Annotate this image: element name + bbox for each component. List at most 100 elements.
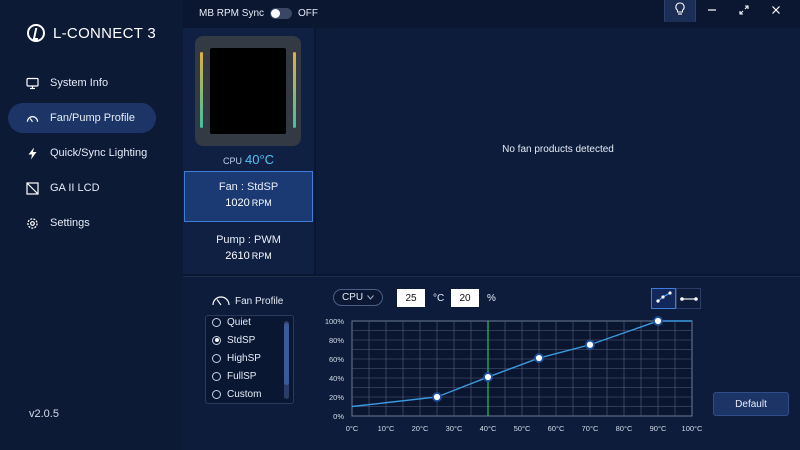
x-tick-label: 20°C (412, 424, 429, 433)
lcd-icon (26, 181, 39, 195)
x-tick-label: 90°C (650, 424, 667, 433)
lightbulb-button[interactable] (664, 0, 696, 22)
fan-rpm-unit: RPM (251, 198, 272, 208)
sidebar-nav: System Info Fan/Pump Profile Quick/Sync … (0, 68, 183, 243)
pump-rpm-value: 2610 (225, 250, 250, 262)
curve-point[interactable] (585, 339, 595, 350)
radio-icon (212, 371, 221, 381)
fan-rpm-value: 1020 (225, 197, 250, 209)
device-panel: CPU 40°C Fan : StdSP 1020 RPM Pump : PWM 2… (183, 28, 314, 274)
curve-point[interactable] (534, 353, 544, 363)
sidebar-item-fan-pump-profile[interactable]: Fan/Pump Profile (8, 103, 156, 133)
profile-item-stdsp[interactable]: StdSP (206, 331, 293, 349)
sidebar-item-label: Fan/Pump Profile (50, 112, 135, 124)
curve-point[interactable] (432, 392, 442, 402)
radio-icon (212, 389, 221, 399)
lightning-icon (26, 147, 39, 160)
temp-source-select[interactable]: CPU (333, 289, 383, 306)
curve-mode-toggle (651, 288, 701, 309)
close-button[interactable] (760, 0, 792, 22)
brand-name: L-CONNECT 3 (53, 24, 157, 42)
pump-card[interactable]: Pump : PWM 2610 RPM (184, 230, 313, 272)
mb-rpm-sync-label: MB RPM Sync (199, 8, 265, 19)
profile-item-label: Custom (227, 388, 262, 400)
percent-input[interactable]: 20 (451, 289, 479, 307)
radio-icon (212, 317, 221, 327)
minimize-icon (707, 2, 717, 20)
sidebar-item-quick-sync-lighting[interactable]: Quick/Sync Lighting (8, 138, 156, 168)
fixed-mode-button[interactable] (676, 288, 701, 309)
x-tick-label: 30°C (446, 424, 463, 433)
rgb-glow-left (200, 52, 203, 128)
radio-selected-icon (212, 335, 221, 345)
fan-rpm: 1020 RPM (185, 197, 312, 209)
profile-item-custom[interactable]: Custom (206, 385, 293, 403)
sidebar-item-label: System Info (50, 77, 109, 89)
fan-curve-chart[interactable]: 0°C 10°C 20°C 30°C 40°C 50°C 60°C 70°C 80°C 90°C 1… (325, 313, 703, 443)
profile-item-highsp[interactable]: HighSP (206, 349, 293, 367)
curve-line-icon (655, 290, 672, 308)
sidebar-item-label: GA II LCD (50, 182, 100, 194)
fan-card-title: Fan : StdSP (218, 181, 279, 193)
mb-rpm-sync-state: OFF (298, 8, 319, 19)
scrollbar-thumb[interactable] (284, 323, 289, 385)
profile-item-label: HighSP (227, 352, 261, 364)
rgb-glow-right (293, 52, 296, 128)
fan-products-panel: No fan products detected (316, 28, 800, 274)
curve-mode-button[interactable] (651, 288, 676, 309)
cooler-device-image[interactable] (195, 36, 301, 146)
profile-item-label: StdSP (227, 334, 256, 346)
temperature-input[interactable]: 25 (397, 289, 425, 307)
y-tick-label: 0% (333, 412, 344, 421)
no-fan-message: No fan products detected (502, 144, 614, 155)
x-tick-label: 10°C (378, 424, 395, 433)
mb-rpm-sync: MB RPM Sync OFF (199, 8, 318, 19)
curve-point[interactable] (653, 316, 663, 326)
monitor-icon (26, 77, 39, 90)
gauge-icon (211, 294, 231, 309)
pump-rpm-unit: RPM (251, 251, 272, 261)
window-controls (664, 0, 792, 22)
temperature-unit: °C (433, 293, 445, 304)
gear-icon (26, 217, 39, 230)
cpu-label: CPU (222, 156, 242, 166)
cooler-lcd-screen (210, 48, 286, 134)
x-tick-label: 0°C (346, 424, 359, 433)
pump-card-title: Pump : PWM (216, 234, 281, 246)
expand-icon (739, 2, 749, 20)
lightbulb-icon (674, 1, 686, 21)
curve-point[interactable] (483, 372, 493, 382)
fan-curve-panel: Fan Profile Quiet StdSP HighSP FullSP Cu… (183, 276, 800, 450)
pump-rpm: 2610 RPM (184, 250, 313, 262)
chevron-down-icon (367, 292, 374, 303)
app-version: v2.0.5 (29, 408, 59, 420)
close-icon (771, 2, 781, 20)
sidebar-item-system-info[interactable]: System Info (8, 68, 156, 98)
mb-rpm-sync-toggle[interactable] (270, 8, 293, 19)
y-tick-label: 40% (329, 374, 344, 383)
maximize-button[interactable] (728, 0, 760, 22)
x-tick-label: 100°C (682, 424, 703, 433)
y-tick-label: 60% (329, 355, 344, 364)
radio-icon (212, 353, 221, 363)
profile-list-scrollbar[interactable] (284, 321, 289, 399)
profile-item-fullsp[interactable]: FullSP (206, 367, 293, 385)
default-button[interactable]: Default (713, 392, 789, 416)
fan-card[interactable]: Fan : StdSP 1020 RPM (184, 171, 313, 222)
x-tick-label: 50°C (514, 424, 531, 433)
fan-profile-list: Quiet StdSP HighSP FullSP Custom (205, 315, 294, 404)
brand: L-CONNECT 3 (27, 24, 156, 42)
profile-item-label: FullSP (227, 370, 257, 382)
sidebar-item-label: Settings (50, 217, 90, 229)
profile-item-label: Quiet (227, 316, 251, 328)
percent-unit: % (487, 293, 496, 304)
x-tick-label: 60°C (548, 424, 565, 433)
fan-profile-label: Fan Profile (235, 296, 284, 307)
fan-profile-heading: Fan Profile (211, 294, 283, 309)
sidebar-item-ga-ii-lcd[interactable]: GA II LCD (8, 173, 156, 203)
profile-item-quiet[interactable]: Quiet (206, 316, 293, 331)
sidebar-item-settings[interactable]: Settings (8, 208, 156, 238)
minimize-button[interactable] (696, 0, 728, 22)
cpu-temperature: CPU 40°C (183, 152, 314, 167)
y-tick-label: 100% (325, 317, 344, 326)
